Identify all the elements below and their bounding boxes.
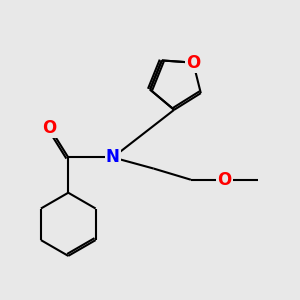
Text: O: O: [43, 119, 57, 137]
Text: O: O: [217, 171, 231, 189]
Text: N: N: [106, 148, 120, 166]
Text: O: O: [186, 54, 200, 72]
